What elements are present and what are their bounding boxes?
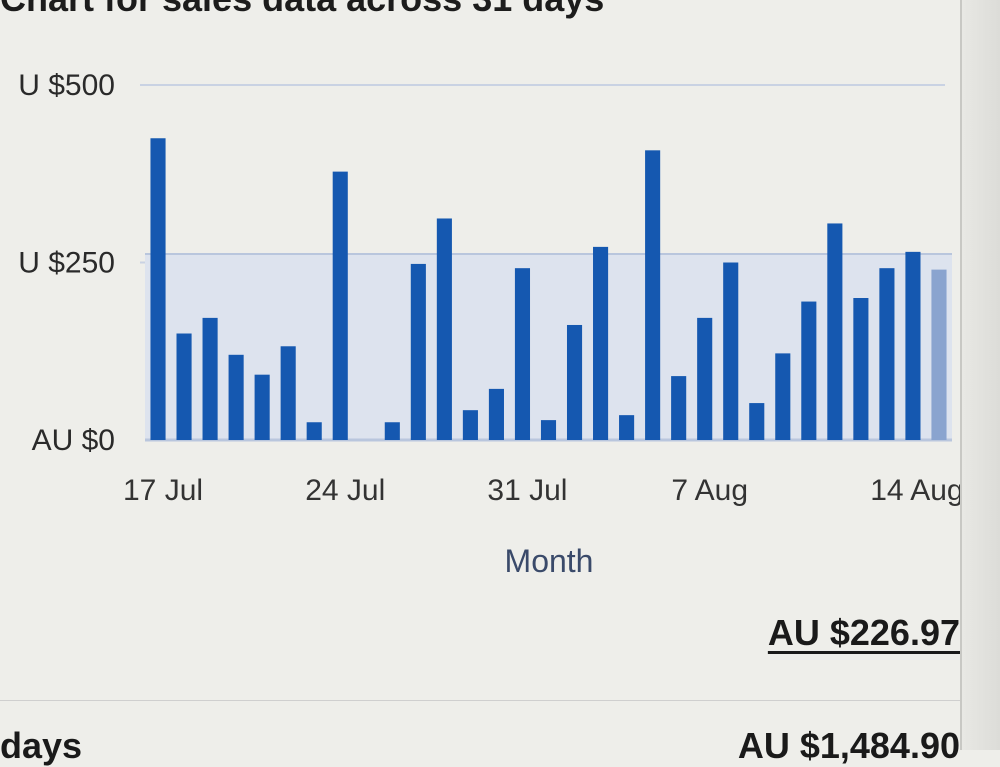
bar-22-jul[interactable]	[280, 346, 296, 440]
bar-23-jul[interactable]	[306, 422, 322, 440]
bar-28-jul[interactable]	[436, 218, 452, 440]
y-axis-ticks: AU $0 U $250 U $500	[18, 69, 115, 457]
bar-30-jul[interactable]	[488, 388, 504, 440]
bar-26-jul[interactable]	[384, 422, 400, 440]
bar-7-aug[interactable]	[697, 317, 713, 440]
bar-13-aug[interactable]	[853, 298, 869, 440]
bar-31-jul[interactable]	[514, 268, 531, 440]
x-tick-label: 14 Aug	[870, 474, 960, 507]
divider	[0, 700, 1000, 701]
bar-21-jul[interactable]	[254, 374, 270, 440]
y-tick-label: U $250	[18, 247, 115, 280]
window-edge	[960, 0, 1000, 750]
bar-19-jul[interactable]	[202, 317, 218, 440]
bar-18-jul[interactable]	[176, 333, 192, 441]
bar-14-aug[interactable]	[879, 268, 895, 440]
bar-17-jul[interactable]	[150, 138, 166, 440]
average-band	[145, 253, 952, 440]
chart-bars	[150, 138, 947, 441]
bar-8-aug[interactable]	[723, 262, 739, 441]
bar-29-jul[interactable]	[462, 410, 478, 440]
bar-16-aug[interactable]	[931, 269, 947, 440]
bar-3-aug[interactable]	[593, 246, 609, 440]
bar-12-aug[interactable]	[827, 223, 843, 440]
footer-label: days	[0, 725, 83, 766]
chart-average-band	[145, 252, 952, 442]
bar-15-aug[interactable]	[905, 251, 921, 440]
bar-11-aug[interactable]	[801, 301, 817, 440]
chart-gridlines	[140, 84, 945, 264]
bar-9-aug[interactable]	[749, 403, 765, 440]
total-sales-value[interactable]: AU $226.97	[767, 612, 960, 653]
x-axis-label: Month	[505, 543, 594, 579]
y-tick-label: AU $0	[32, 424, 115, 457]
bar-5-aug[interactable]	[645, 150, 661, 440]
bar-24-jul[interactable]	[332, 171, 348, 440]
y-tick-label: U $500	[18, 69, 115, 102]
bar-6-aug[interactable]	[671, 376, 687, 440]
bar-2-aug[interactable]	[566, 324, 583, 440]
bar-20-jul[interactable]	[228, 354, 244, 440]
x-tick-label: 17 Jul	[123, 474, 203, 507]
x-tick-label: 24 Jul	[305, 474, 385, 507]
x-tick-label: 31 Jul	[487, 474, 567, 507]
sales-bar-chart: AU $0 U $250 U $500 17 Jul 24 Jul 31 Jul 7 Au…	[18, 69, 960, 579]
page-title: Chart for sales data across 31 days	[0, 0, 604, 20]
bar-4-aug[interactable]	[619, 415, 635, 440]
x-axis-ticks: 17 Jul 24 Jul 31 Jul 7 Aug 14 Aug	[123, 474, 960, 507]
x-tick-label: 7 Aug	[671, 474, 748, 507]
bar-1-aug[interactable]	[540, 420, 557, 440]
bar-27-jul[interactable]	[410, 263, 426, 440]
footer-value[interactable]: AU $1,484.90	[737, 725, 960, 766]
bar-10-aug[interactable]	[775, 353, 791, 440]
